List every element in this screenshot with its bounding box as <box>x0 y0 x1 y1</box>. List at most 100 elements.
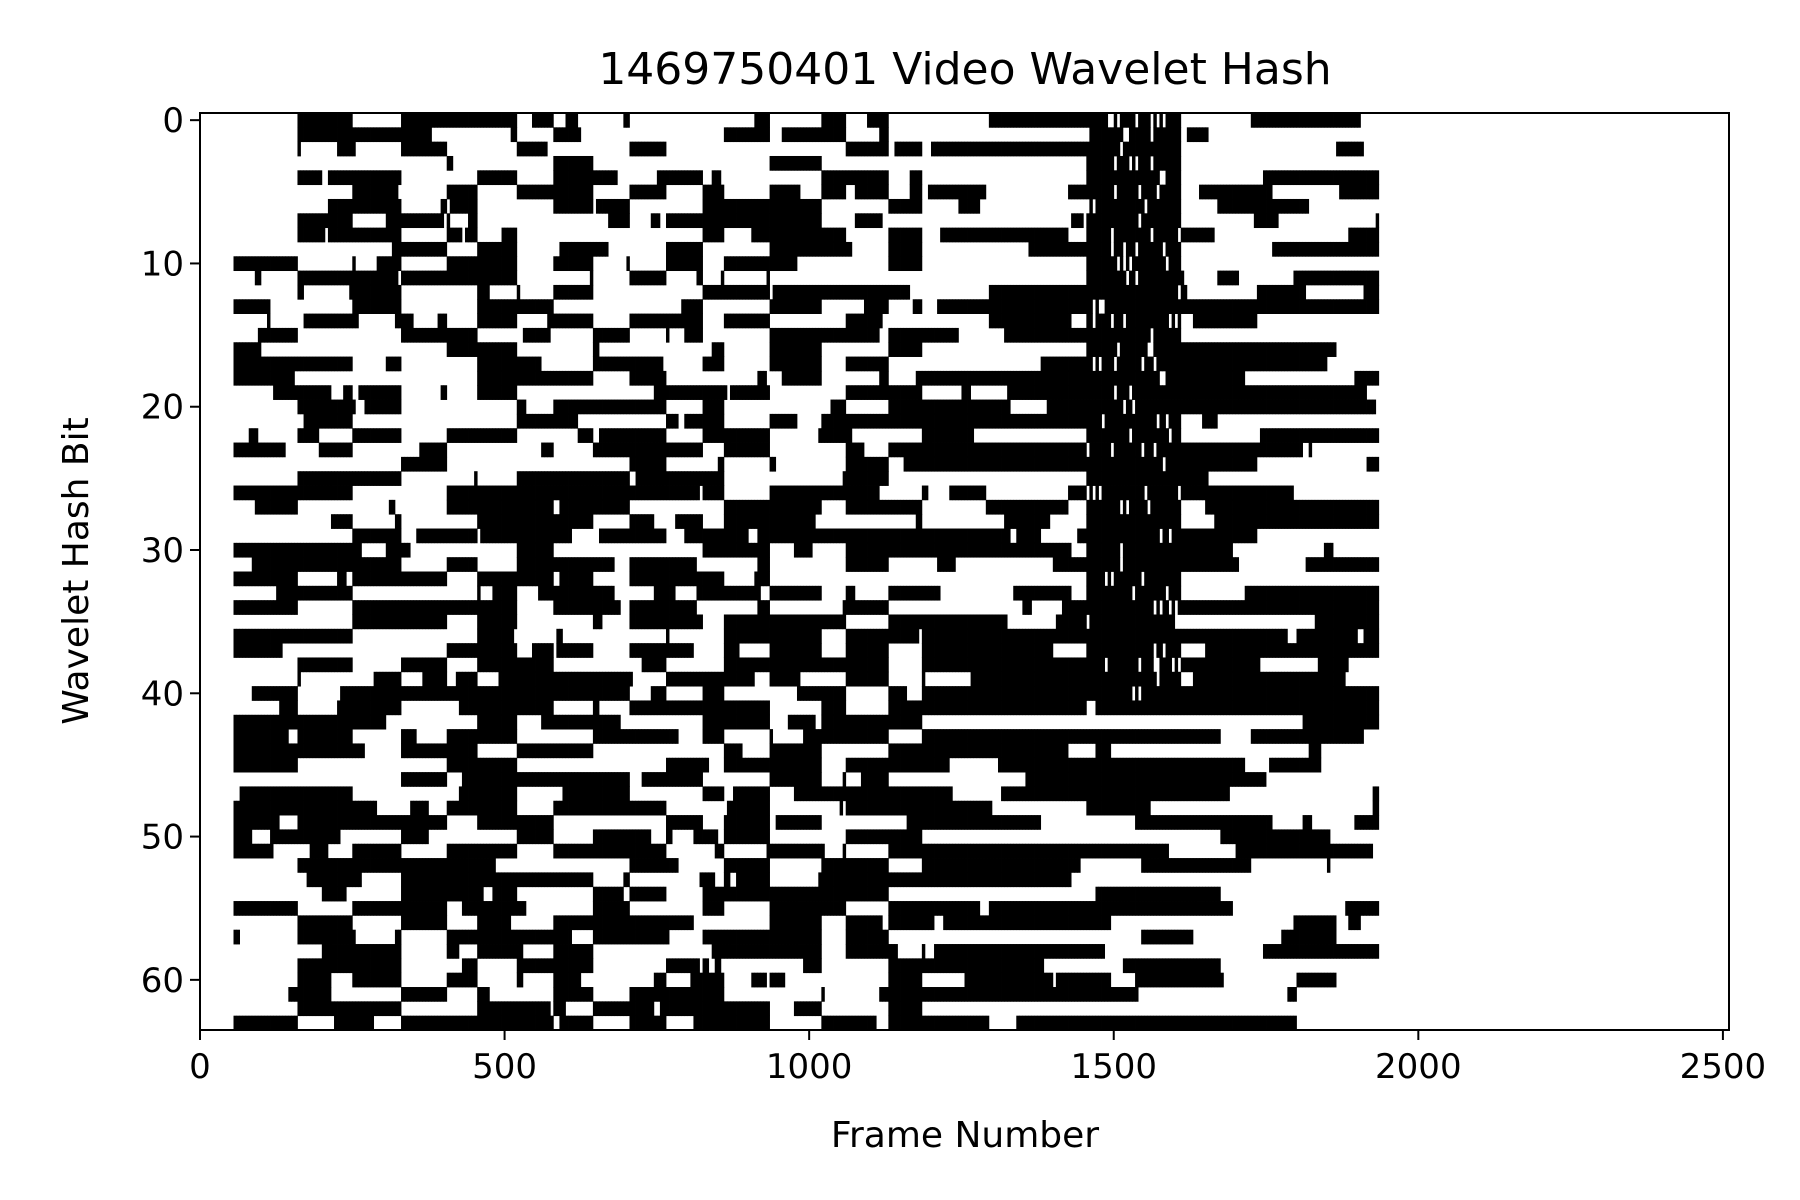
hash-cell <box>571 399 576 415</box>
hash-cell <box>318 915 323 931</box>
hash-cell <box>385 958 390 974</box>
hash-cell <box>705 901 710 916</box>
hash-cell <box>702 585 707 601</box>
hash-cell <box>346 743 350 759</box>
hash-cell <box>306 127 311 143</box>
hash-cell <box>586 600 591 615</box>
hash-cell <box>577 671 582 687</box>
hash-cell <box>379 170 384 186</box>
hash-cell <box>300 786 304 802</box>
hash-cell <box>449 227 454 243</box>
hash-cell <box>477 657 481 673</box>
hash-cell <box>641 772 646 787</box>
hash-cell <box>589 872 594 888</box>
hash-cell <box>458 858 463 873</box>
hash-cell <box>495 241 499 257</box>
hash-cell <box>586 241 591 257</box>
hash-cell <box>315 356 320 372</box>
hash-cell <box>611 929 615 945</box>
hash-cell <box>461 327 466 343</box>
hash-cell <box>297 743 301 759</box>
hash-cell <box>312 714 317 730</box>
hash-cell <box>324 800 329 816</box>
hash-cell <box>449 743 454 759</box>
hash-cell <box>650 686 655 701</box>
hash-cell <box>385 557 390 572</box>
hash-cell <box>461 113 466 128</box>
hash-cell <box>544 413 548 429</box>
hash-cell <box>483 356 487 372</box>
hash-cell <box>498 929 502 945</box>
hash-cell <box>687 757 691 773</box>
hash-cell <box>510 313 515 329</box>
hash-cell <box>425 213 429 229</box>
hash-cell <box>349 929 353 945</box>
hash-cell <box>346 385 350 400</box>
hash-cell <box>361 944 365 959</box>
hash-cell <box>364 972 368 988</box>
hash-cell <box>653 886 658 902</box>
hash-cell <box>248 370 253 386</box>
hash-cell <box>452 184 457 200</box>
hash-cell <box>318 542 323 558</box>
hash-cell <box>337 313 341 329</box>
hash-cell <box>373 399 378 415</box>
hash-cell <box>541 184 545 200</box>
hash-cell <box>273 800 277 816</box>
hash-cell <box>535 514 539 529</box>
hash-cell <box>251 1015 256 1030</box>
hash-cell <box>480 772 484 787</box>
hash-cell <box>422 213 426 229</box>
hash-cell <box>236 628 240 644</box>
hash-cell <box>653 729 658 744</box>
hash-cell <box>684 915 688 931</box>
hash-cell <box>294 714 298 730</box>
hash-cell <box>361 714 365 730</box>
hash-cell <box>662 399 667 415</box>
hash-cell <box>513 1015 518 1030</box>
hash-cell <box>330 442 335 458</box>
hash-cell <box>391 1001 396 1017</box>
hash-cell <box>358 557 362 572</box>
hash-cell <box>492 786 496 802</box>
hash-cell <box>547 657 551 673</box>
hash-cell <box>687 485 691 501</box>
hash-cell <box>346 141 350 157</box>
hash-cell <box>681 385 685 400</box>
hash-cell <box>531 643 536 658</box>
hash-cell <box>358 843 362 859</box>
hash-cell <box>562 241 566 257</box>
hash-cell <box>468 113 472 128</box>
hash-cell <box>334 313 338 329</box>
hash-cell <box>666 700 670 716</box>
hash-cell <box>458 972 463 988</box>
hash-cell <box>559 514 563 529</box>
hash-cell <box>458 757 463 773</box>
hash-cell <box>455 428 460 443</box>
hash-cell <box>617 485 621 501</box>
hash-cell <box>330 270 335 286</box>
hash-cell <box>254 356 259 372</box>
hash-cell <box>361 600 365 615</box>
hash-cell <box>312 585 317 601</box>
hash-cell <box>324 858 329 873</box>
hash-cell <box>440 1015 445 1030</box>
hash-cell <box>480 342 484 357</box>
hash-cell <box>541 1015 545 1030</box>
hash-cell <box>306 471 311 486</box>
hash-cell <box>541 643 545 658</box>
hash-cell <box>614 843 618 859</box>
hash-cell <box>410 686 414 701</box>
hash-cell <box>474 700 478 716</box>
hash-cell <box>589 585 594 601</box>
hash-cell <box>504 772 509 787</box>
hash-cell <box>401 542 405 558</box>
hash-cell <box>407 241 411 257</box>
hash-cell <box>544 571 548 587</box>
hash-cell <box>458 843 463 859</box>
hash-cell <box>574 743 579 759</box>
hash-cell <box>352 614 356 630</box>
hash-cell <box>233 342 237 357</box>
hash-cell <box>617 442 621 458</box>
hash-cell <box>364 198 368 214</box>
